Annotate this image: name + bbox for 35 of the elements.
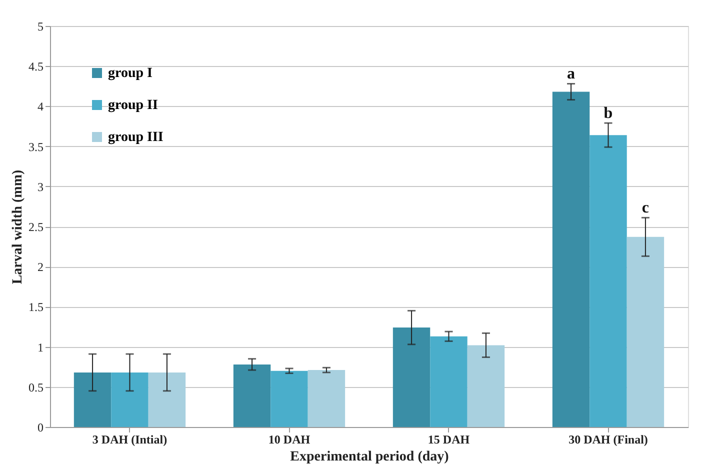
legend-label: group III [108,130,164,145]
bar [467,345,505,427]
bar [233,364,271,427]
bar [552,92,590,427]
bar [430,336,468,427]
bar [392,328,430,427]
bar [308,370,346,427]
bar [74,372,112,427]
x-tick-label: 3 DAH (Intial) [92,432,168,446]
y-tick-label: 0.5 [28,380,44,394]
bar [626,236,664,427]
y-tick-label: 0 [38,420,44,434]
y-tick-label: 4 [38,100,44,114]
bar [148,372,186,427]
y-axis-title: Larval width (mm) [10,170,26,284]
y-tick-label: 2 [38,260,44,274]
annotation: c [642,200,650,217]
legend-label: group II [108,98,158,113]
x-tick-label: 30 DAH (Final) [568,432,648,446]
y-tick-label: 2.5 [28,220,44,234]
legend-label: group I [108,66,152,81]
y-tick-label: 4.5 [28,60,44,74]
y-tick-label: 3 [38,180,44,194]
bar [590,135,627,427]
y-tick-label: 5 [38,20,44,34]
x-tick-label: 10 DAH [268,432,311,446]
bar [111,372,148,427]
annotation: b [604,105,613,122]
x-axis-title: Experimental period (day) [290,450,450,464]
bar [270,370,308,427]
annotation: a [567,66,576,83]
x-tick-label: 15 DAH [428,432,470,446]
y-tick-label: 3.5 [28,140,44,154]
y-tick-label: 1 [38,340,44,354]
y-tick-label: 1.5 [28,300,44,314]
